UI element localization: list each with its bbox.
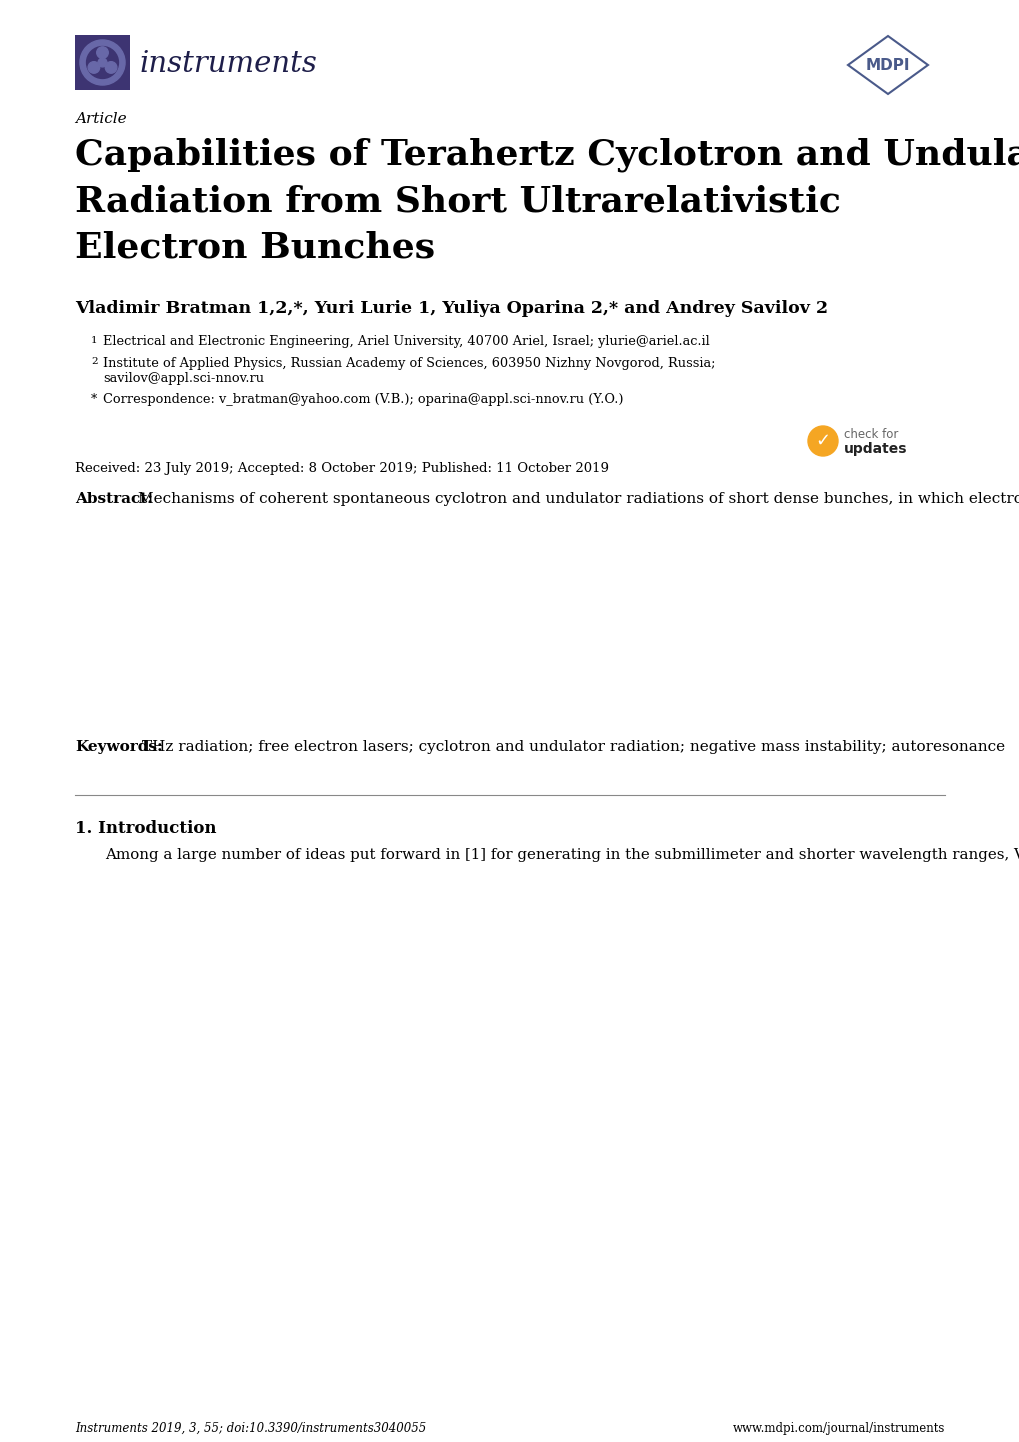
Circle shape	[807, 425, 838, 456]
Text: www.mdpi.com/journal/instruments: www.mdpi.com/journal/instruments	[732, 1422, 944, 1435]
Text: Abstract:: Abstract:	[75, 492, 153, 506]
Text: Keywords:: Keywords:	[75, 740, 162, 754]
Text: check for: check for	[843, 427, 898, 440]
Text: Correspondence: v_bratman@yahoo.com (V.B.); oparina@appl.sci-nnov.ru (Y.O.): Correspondence: v_bratman@yahoo.com (V.B…	[103, 394, 623, 407]
Text: MDPI: MDPI	[865, 58, 909, 72]
Text: Instruments 2019, 3, 55; doi:10.3390/instruments3040055: Instruments 2019, 3, 55; doi:10.3390/ins…	[75, 1422, 426, 1435]
Circle shape	[98, 58, 107, 66]
Text: THz radiation; free electron lasers; cyclotron and undulator radiation; negative: THz radiation; free electron lasers; cyc…	[142, 740, 1004, 754]
Text: 1: 1	[91, 336, 98, 345]
Text: Among a large number of ideas put forward in [1] for generating in the submillim: Among a large number of ideas put forwar…	[105, 848, 1019, 862]
Text: savilov@appl.sci-nnov.ru: savilov@appl.sci-nnov.ru	[103, 372, 264, 385]
Text: Capabilities of Terahertz Cyclotron and Undulator: Capabilities of Terahertz Cyclotron and …	[75, 138, 1019, 173]
Text: updates: updates	[843, 443, 907, 456]
Circle shape	[105, 62, 117, 74]
Circle shape	[97, 46, 108, 58]
Text: Mechanisms of coherent spontaneous cyclotron and undulator radiations of short d: Mechanisms of coherent spontaneous cyclo…	[138, 492, 1019, 506]
Text: instruments: instruments	[140, 50, 318, 78]
Text: Article: Article	[75, 112, 126, 125]
Circle shape	[88, 62, 100, 74]
Text: Electron Bunches: Electron Bunches	[75, 231, 435, 264]
Text: *: *	[91, 394, 97, 407]
Circle shape	[79, 40, 125, 85]
Text: ✓: ✓	[814, 433, 829, 450]
Text: 2: 2	[91, 358, 98, 366]
Text: Electrical and Electronic Engineering, Ariel University, 40700 Ariel, Israel; yl: Electrical and Electronic Engineering, A…	[103, 335, 709, 348]
Text: Institute of Applied Physics, Russian Academy of Sciences, 603950 Nizhny Novgoro: Institute of Applied Physics, Russian Ac…	[103, 358, 714, 371]
FancyBboxPatch shape	[75, 35, 129, 89]
Circle shape	[87, 46, 118, 78]
Text: Received: 23 July 2019; Accepted: 8 October 2019; Published: 11 October 2019: Received: 23 July 2019; Accepted: 8 Octo…	[75, 461, 608, 474]
Text: Radiation from Short Ultrarelativistic: Radiation from Short Ultrarelativistic	[75, 185, 840, 218]
Text: Vladimir Bratman 1,2,*, Yuri Lurie 1, Yuliya Oparina 2,* and Andrey Savilov 2: Vladimir Bratman 1,2,*, Yuri Lurie 1, Yu…	[75, 300, 827, 317]
Text: 1. Introduction: 1. Introduction	[75, 820, 216, 836]
